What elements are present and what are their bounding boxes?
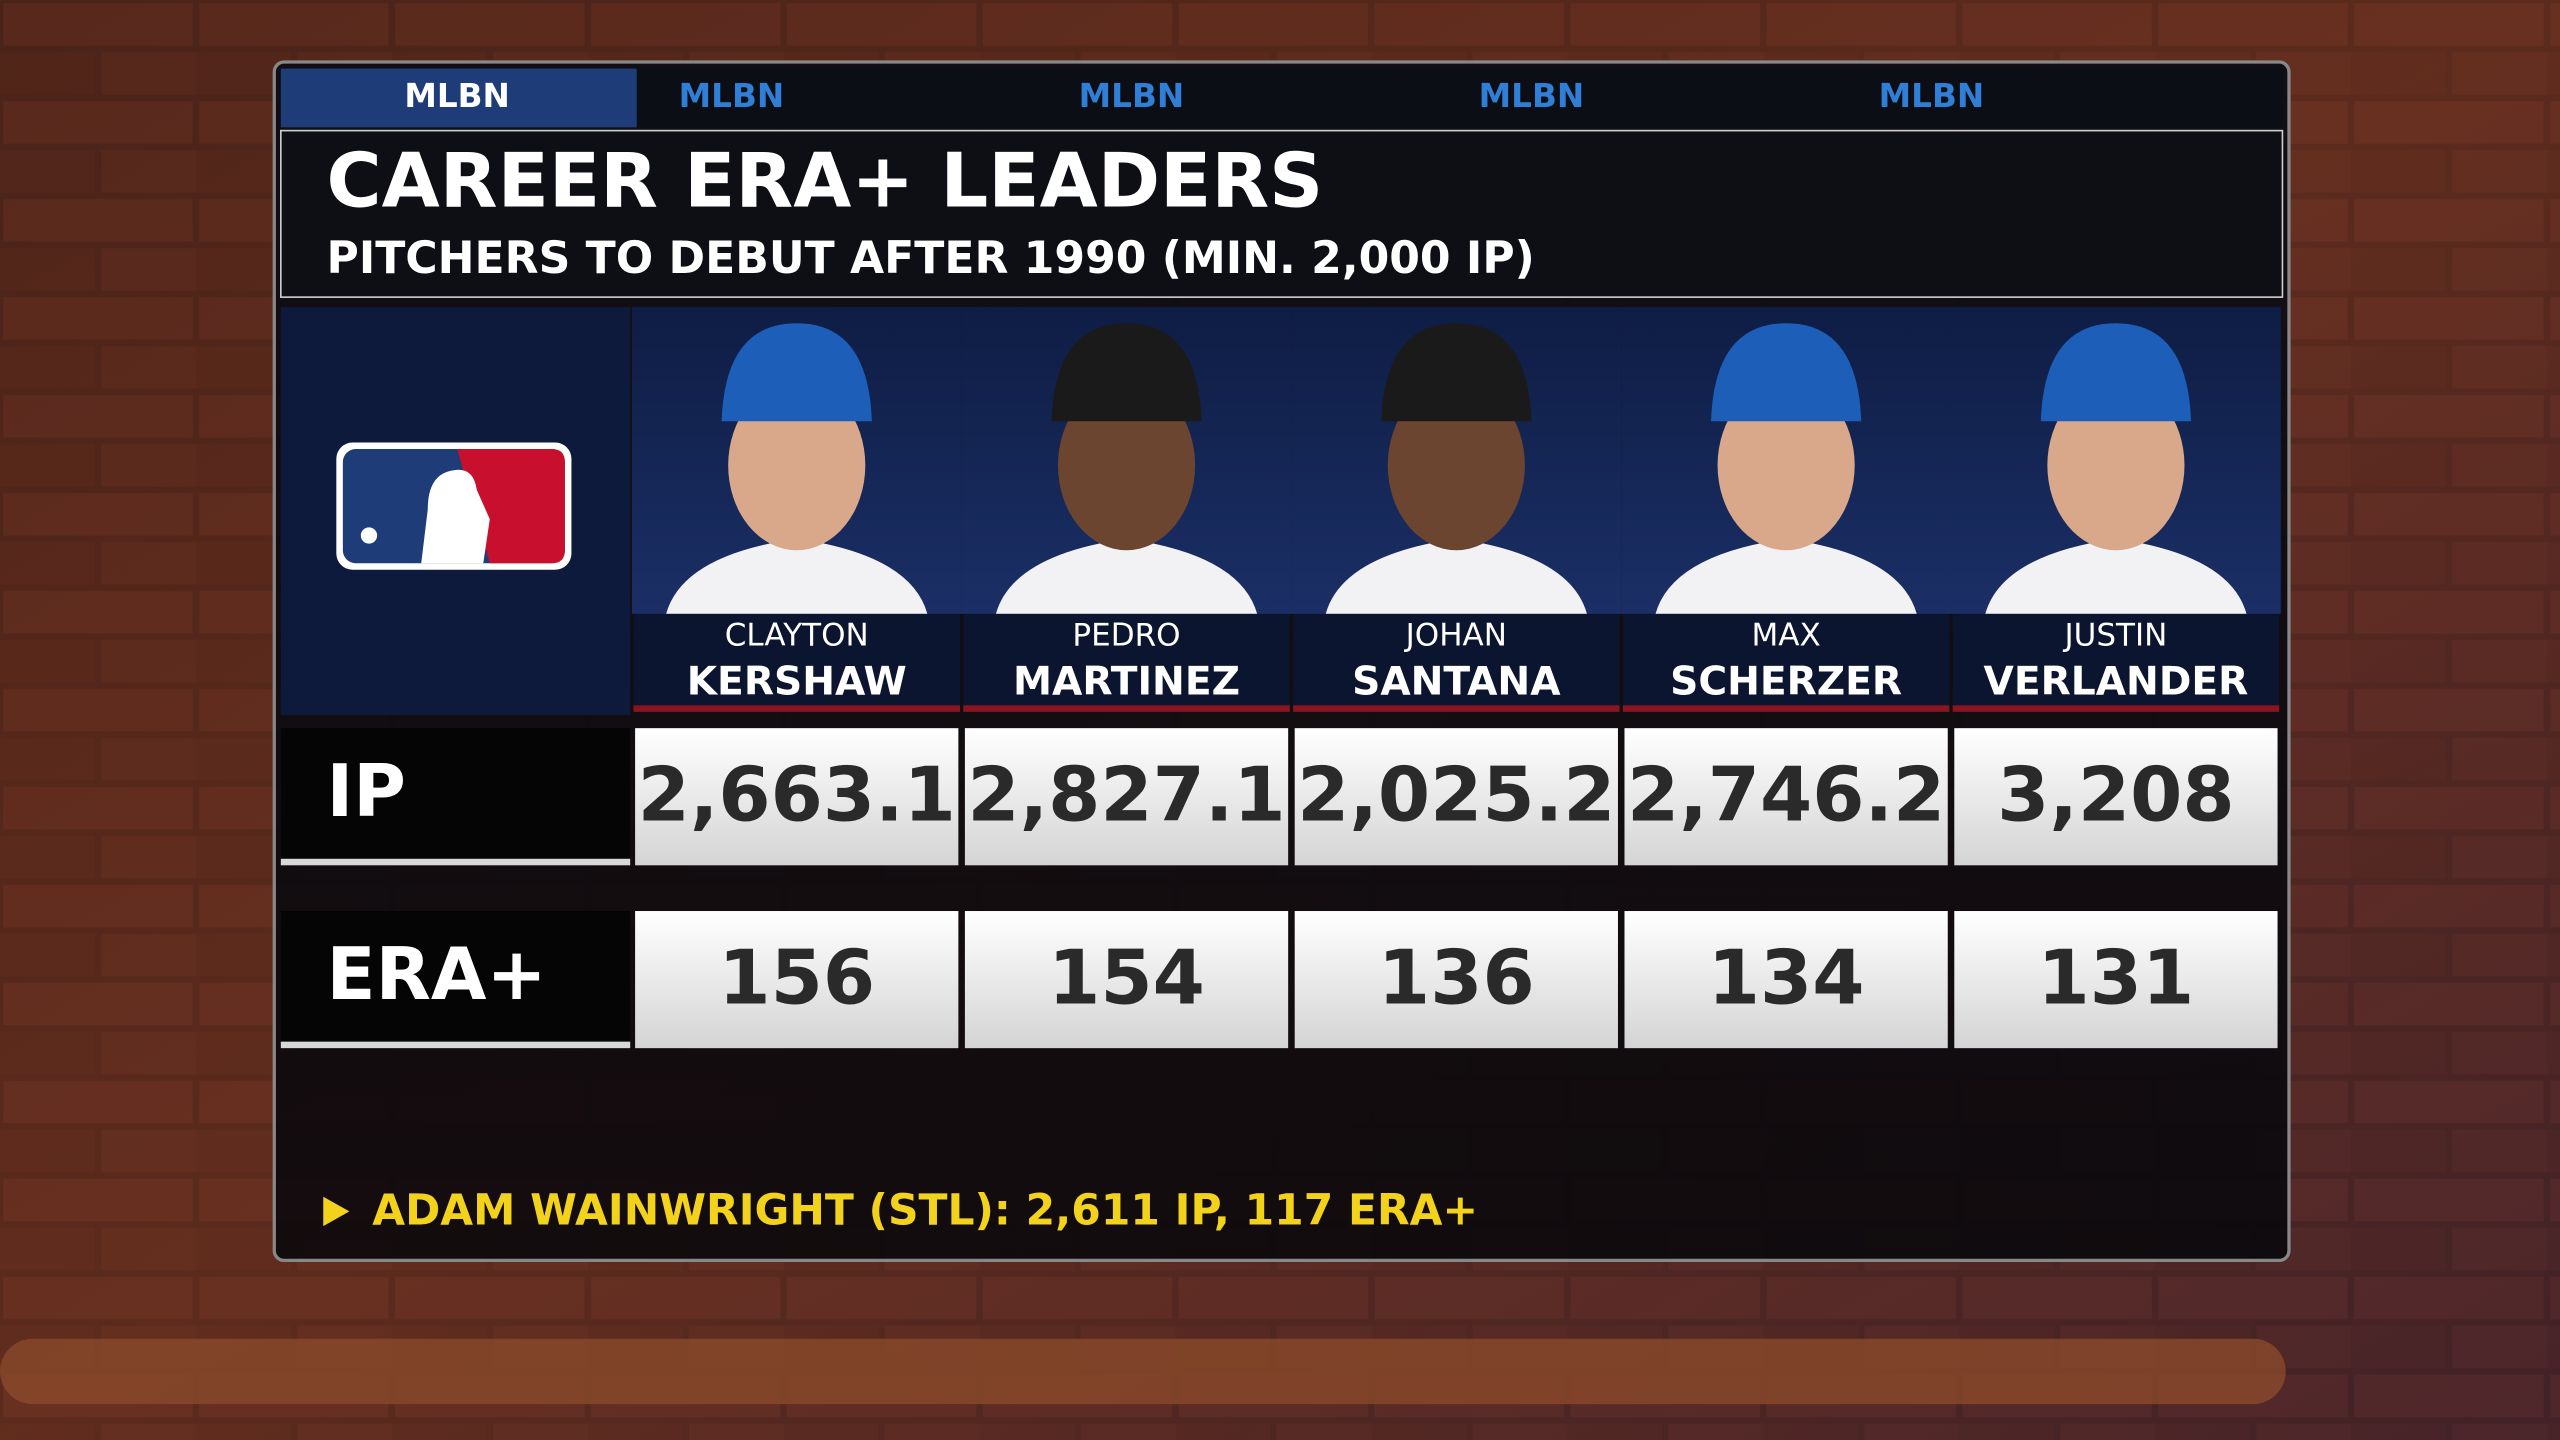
player-first-name: JUSTIN: [2062, 618, 2167, 654]
name-band: [1293, 613, 1620, 712]
player-last-name: KERSHAW: [687, 660, 907, 705]
name-band: [1622, 613, 1950, 712]
table: CLAYTON KERSHAW PEDRO MARTINEZ JOHAN SANTANA M…: [280, 306, 2281, 1049]
header-box: [280, 129, 2284, 298]
value-cell: [635, 911, 959, 1049]
value: 131: [2038, 933, 2195, 1021]
name-band: [1952, 613, 2280, 712]
row-label: ERA+: [327, 932, 547, 1016]
player-face: [2047, 380, 2185, 551]
player-last-name: SCHERZER: [1670, 660, 1902, 705]
player-face: [1387, 380, 1525, 551]
player-last-name: SANTANA: [1352, 660, 1561, 705]
name-band: [633, 613, 960, 712]
player-cap: [2040, 323, 2192, 422]
player-last-name: VERLANDER: [1984, 660, 2249, 705]
player-jersey: [995, 538, 1258, 614]
player-first-name: MAX: [1752, 618, 1821, 654]
value-cell: [1954, 911, 2278, 1049]
value-cell: [635, 728, 959, 866]
footnote: ADAM WAINWRIGHT (STL): 2,611 IP, 117 ERA…: [372, 1187, 1478, 1236]
player-jersey: [1325, 538, 1587, 614]
value-cell: [1294, 911, 1618, 1049]
title: CAREER ERA+ LEADERS: [327, 137, 1324, 225]
player-first-name: PEDRO: [1072, 618, 1180, 654]
row-underline: [280, 1041, 631, 1049]
value: 2,025.2: [1297, 750, 1615, 838]
row-underline: [280, 858, 631, 866]
tab-label: MLBN: [679, 77, 784, 115]
value: 2,827.1: [967, 750, 1285, 838]
name-band-accent: [633, 705, 960, 712]
name-band: [963, 613, 1290, 712]
subtitle: PITCHERS TO DEBUT AFTER 1990 (MIN. 2,000…: [327, 233, 1535, 284]
value: 3,208: [1997, 750, 2235, 838]
value-cell: [1624, 911, 1948, 1049]
row-label: IP: [327, 749, 406, 833]
value-cell: [1294, 728, 1618, 866]
player-first-name: JOHAN: [1404, 618, 1507, 654]
mlb-logo: [336, 442, 572, 570]
name-band-accent: [1293, 705, 1620, 712]
player-last-name: MARTINEZ: [1013, 660, 1240, 705]
player-cap: [1381, 323, 1532, 422]
value-cell: [1624, 728, 1948, 866]
player-jersey: [1655, 538, 1917, 614]
bat: [0, 1338, 2286, 1405]
value: 136: [1378, 933, 1535, 1021]
row-label-box: [280, 911, 631, 1049]
player-first-name: CLAYTON: [725, 618, 869, 654]
footnote-arrow: [323, 1196, 350, 1227]
player-face: [728, 380, 866, 551]
value: 2,746.2: [1627, 750, 1945, 838]
tab-label: MLBN: [1079, 77, 1184, 115]
value-cell: [1954, 728, 2278, 866]
value: 2,663.1: [638, 750, 956, 838]
value: 156: [718, 933, 875, 1021]
value-cell: [964, 911, 1289, 1049]
player-cap: [721, 323, 872, 422]
value: 154: [1048, 933, 1205, 1021]
name-band-accent: [963, 705, 1290, 712]
value: 134: [1708, 933, 1865, 1021]
value-cell: [964, 728, 1289, 866]
player-face: [1717, 380, 1855, 551]
name-band-accent: [1952, 705, 2280, 712]
player-jersey: [1985, 538, 2247, 614]
player-cap: [1711, 323, 1862, 422]
player-face: [1057, 380, 1196, 551]
row-label-box: [280, 728, 631, 866]
tab-label: MLBN: [404, 77, 509, 115]
tab-label: MLBN: [1479, 77, 1584, 115]
name-band-accent: [1622, 705, 1950, 712]
tab-label: MLBN: [1879, 77, 1984, 115]
player-jersey: [666, 538, 928, 614]
player-cap: [1051, 323, 1202, 422]
active-tab: [280, 68, 637, 128]
